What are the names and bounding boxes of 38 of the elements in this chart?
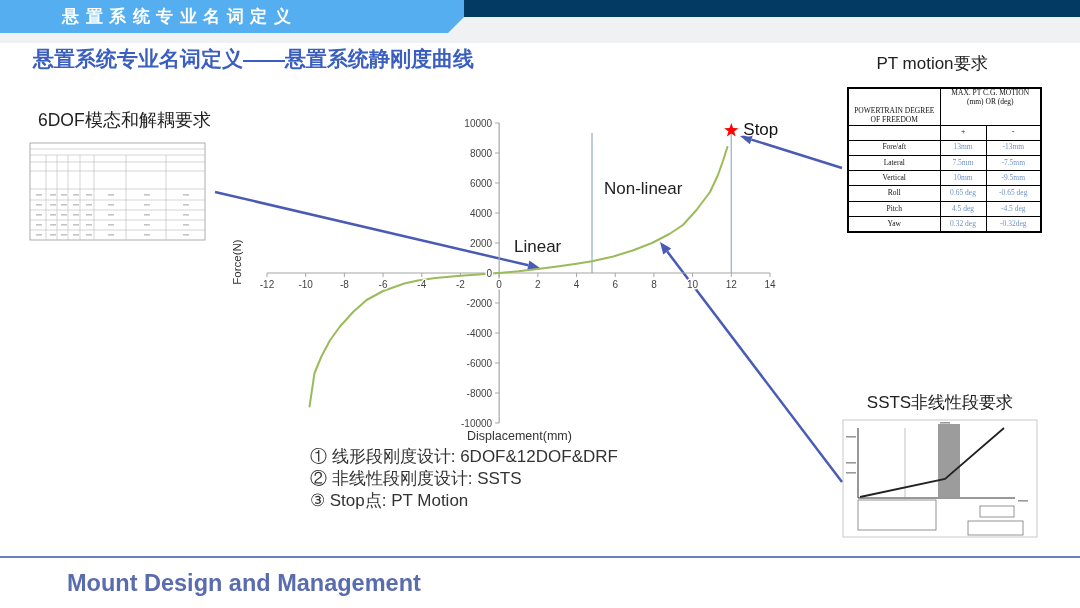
x-axis-title: Displacement(mm)	[467, 429, 572, 443]
annotation: ① 线形段刚度设计: 6DOF&12DOF&DRF	[310, 447, 618, 468]
x-tick-label: 12	[725, 279, 738, 290]
y-tick-label: 4000	[469, 207, 493, 219]
x-tick-label: -10	[298, 279, 314, 290]
title: 悬置系统专业名词定义——悬置系统静刚度曲线	[33, 46, 474, 72]
x-tick-label: 14	[764, 279, 776, 290]
x-tick-label: 8	[651, 279, 658, 290]
annotation: ② 非线性段刚度设计: SSTS	[310, 469, 522, 490]
annotation: ③ Stop点: PT Motion	[310, 491, 469, 512]
x-tick-label: -4	[417, 279, 427, 290]
annotation: PT motion要求	[876, 54, 988, 75]
y-axis-title: Force(N)	[231, 239, 243, 285]
y-tick-label: 2000	[469, 237, 493, 249]
annotation: Linear	[514, 237, 562, 258]
x-tick-label: 0	[496, 279, 503, 290]
x-tick-label: 2	[535, 279, 542, 290]
y-tick-label: -8000	[466, 387, 493, 399]
x-tick-label: -8	[339, 279, 350, 290]
y-tick-label: -10000	[461, 417, 493, 429]
annotation: Mount Design and Management	[67, 569, 421, 598]
x-tick-label: -2	[456, 279, 466, 290]
x-tick-label: -12	[259, 279, 275, 290]
x-tick-label: 4	[573, 279, 580, 290]
x-tick-label: -6	[378, 279, 388, 290]
y-tick-label: 6000	[469, 177, 493, 189]
y-tick-label: -6000	[466, 357, 493, 369]
y-tick-label: 10000	[464, 117, 493, 129]
annotation: Non-linear	[604, 179, 683, 200]
y-tick-label: 0	[486, 267, 493, 279]
annotation: 悬置系统专业名词定义	[62, 7, 297, 28]
series-label: Stop	[743, 119, 779, 139]
annotation: 6DOF模态和解耦要求	[38, 110, 211, 131]
y-tick-label: 8000	[469, 147, 493, 159]
annotation: SSTS非线性段要求	[866, 393, 1014, 414]
y-tick-label: -4000	[466, 327, 493, 339]
y-tick-label: -2000	[466, 297, 493, 309]
x-tick-label: 6	[612, 279, 619, 290]
